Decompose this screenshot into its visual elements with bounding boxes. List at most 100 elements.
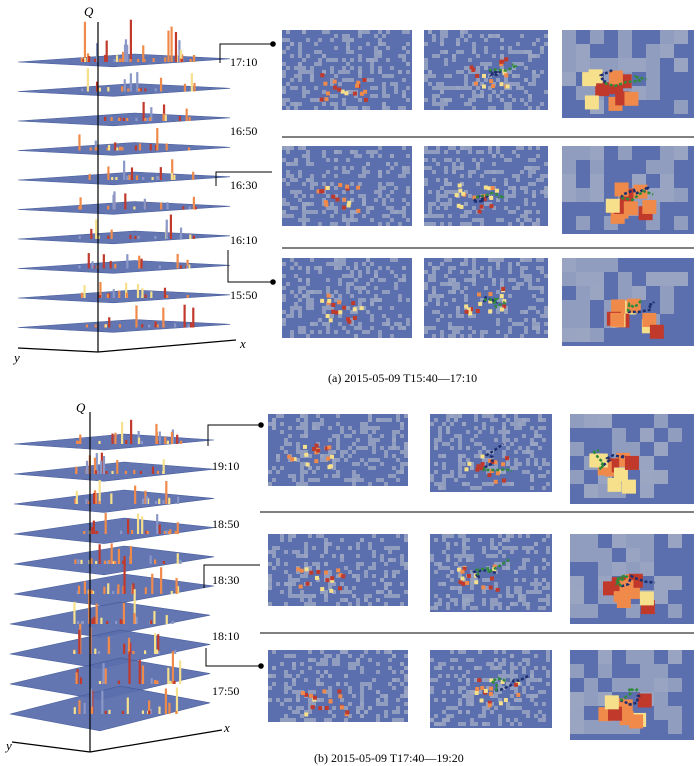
grid-cell (334, 150, 338, 154)
surface-spike (127, 88, 130, 92)
grid-cell (336, 546, 340, 550)
grid-cell (340, 450, 344, 454)
grid-cell (424, 282, 428, 286)
grid-cell (336, 442, 340, 446)
grid-cell (296, 442, 300, 446)
surface-spike (129, 19, 132, 62)
grid-cell (284, 450, 288, 454)
grid-cell (356, 542, 360, 546)
grid-cell (298, 218, 302, 222)
grid-cell (514, 590, 518, 594)
hotspot-cell (490, 576, 495, 581)
surface-layer (9, 685, 211, 732)
panel-a-connectors (215, 43, 272, 283)
grid-cell (474, 486, 478, 490)
grid-cell (362, 306, 366, 310)
grid-cell (394, 210, 398, 214)
hotspot-cell (351, 301, 356, 306)
grid-cell (538, 606, 542, 610)
grid-cell (496, 94, 500, 98)
grid-cell (308, 598, 312, 602)
hotspot-cell (308, 693, 313, 698)
grid-cell (400, 662, 404, 666)
grid-cell (324, 542, 328, 546)
surface-spike (148, 700, 151, 714)
surface-spike (106, 560, 109, 564)
hotspot-cell (344, 91, 349, 96)
grid-cell (508, 326, 512, 330)
surface-spike (125, 282, 128, 298)
grid-cell (308, 594, 312, 598)
grid-cell (534, 654, 538, 658)
grid-cell (342, 170, 346, 174)
grid-cell (368, 426, 372, 430)
grid-cell (506, 674, 510, 678)
grid-cell (502, 450, 506, 454)
surface-spike (179, 559, 182, 564)
grid-cell (404, 694, 408, 698)
grid-cell (464, 210, 468, 214)
grid-cell (542, 458, 546, 462)
surface-spike (77, 559, 80, 564)
surface-layer (13, 433, 215, 451)
grid-cell (320, 590, 324, 594)
surface-spike (95, 219, 98, 239)
grid-cell (464, 190, 468, 194)
grid-cell (376, 438, 380, 442)
grid-cell (384, 562, 388, 566)
grid-cell (632, 58, 646, 72)
grid-cell (668, 576, 682, 590)
hotspot-cell (460, 576, 465, 581)
grid-cell (404, 534, 408, 538)
panel-a-x-axis (97, 339, 237, 353)
grid-cell (386, 322, 390, 326)
grid-cell (296, 578, 300, 582)
grid-cell (396, 534, 400, 538)
grid-cell (432, 290, 436, 294)
grid-cell (508, 210, 512, 214)
grid-cell (434, 482, 438, 486)
surface-spike (95, 453, 98, 474)
grid-cell (308, 690, 312, 694)
hotspot-cell (642, 312, 657, 327)
hotspot-cell (477, 292, 482, 297)
surface-spike (107, 235, 110, 239)
grid-cell (512, 190, 516, 194)
trajectory-path (494, 673, 531, 692)
grid-cell (402, 90, 406, 94)
grid-cell (458, 534, 462, 538)
grid-cell (298, 306, 302, 310)
grid-cell (532, 78, 536, 82)
grid-cell (300, 422, 304, 426)
grid-cell (308, 582, 312, 586)
grid-cell (334, 34, 338, 38)
hotspot-cell (355, 83, 360, 88)
grid-cell (456, 70, 460, 74)
grid-cell (356, 438, 360, 442)
grid-cell (294, 302, 298, 306)
grid-cell (510, 482, 514, 486)
grid-cell (654, 590, 668, 604)
grid-cell (392, 574, 396, 578)
grid-cell (328, 450, 332, 454)
grid-cell (510, 442, 514, 446)
grid-cell (478, 666, 482, 670)
grid-cell (404, 454, 408, 458)
grid-cell (438, 602, 442, 606)
grid-cell (508, 50, 512, 54)
surface-spike (93, 58, 97, 62)
hotspot-cell (338, 573, 343, 578)
hotspot-cell (347, 200, 352, 205)
hotspot-cell (320, 73, 325, 78)
grid-cell (494, 602, 498, 606)
grid-cell (514, 698, 518, 702)
surface-spike (138, 255, 141, 269)
grid-cell (382, 94, 386, 98)
hotspot-cell (324, 446, 329, 451)
grid-cell (272, 418, 276, 422)
grid-cell (528, 106, 532, 110)
grid-cell (424, 326, 428, 330)
hotspot-cell (629, 714, 644, 729)
grid-cell (460, 94, 464, 98)
surface-spike (95, 560, 98, 564)
